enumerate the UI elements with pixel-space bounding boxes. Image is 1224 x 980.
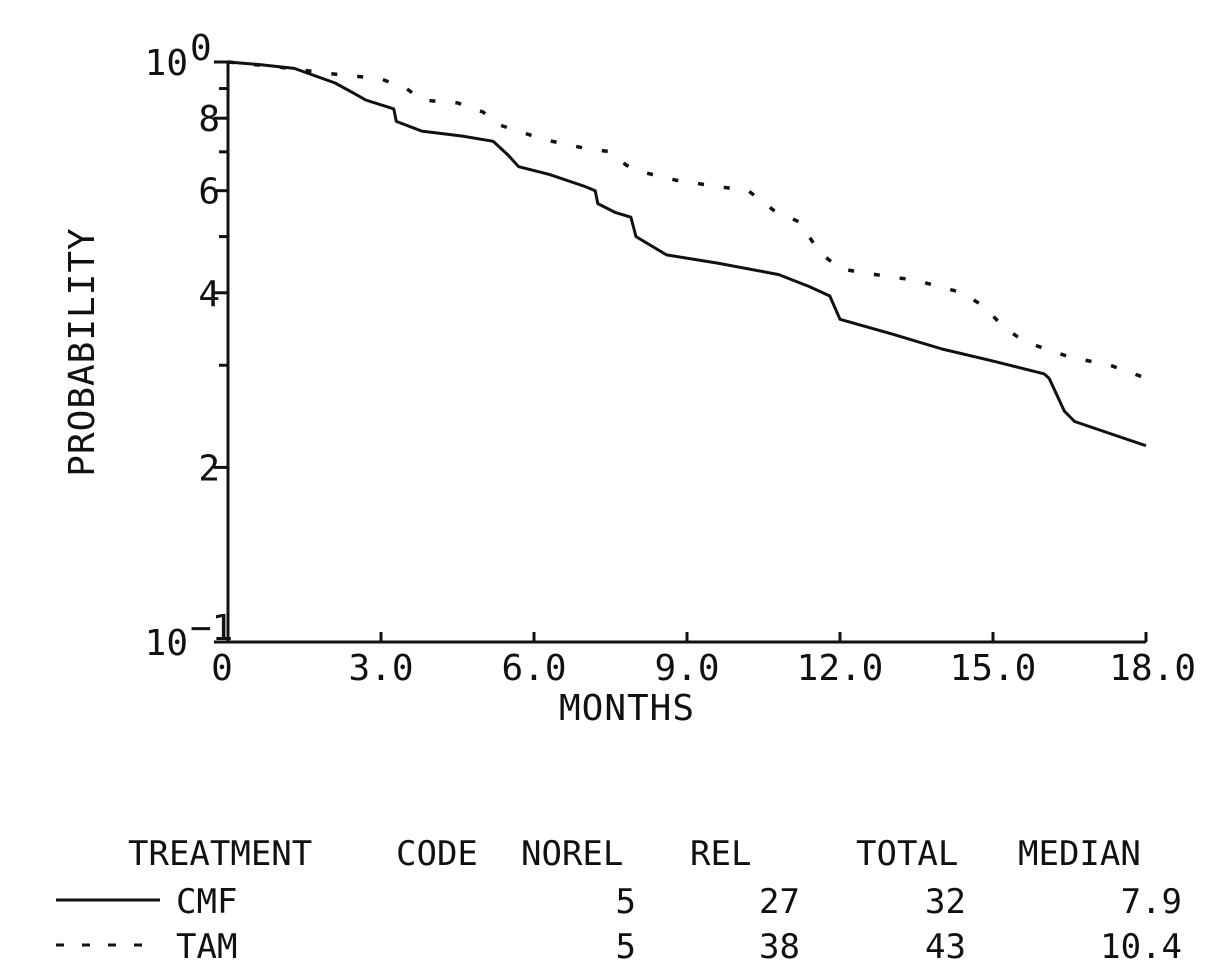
legend-header-norel: NOREL (521, 834, 623, 874)
x-ticks: 0 3.0 6.0 9.0 12.0 15.0 18.0 (211, 632, 1196, 689)
legend-code-cmf: CMF (176, 882, 237, 922)
y-tick-label-5: 10 (145, 623, 188, 664)
x-tick-label-4: 12.0 (797, 648, 884, 689)
series-layer (227, 60, 1147, 448)
legend-total-cmf: 32 (925, 882, 966, 922)
legend-header-rel: REL (690, 834, 751, 874)
series-line-tam (227, 60, 1147, 380)
legend-header-median: MEDIAN (1018, 834, 1141, 874)
legend-rel-tam: 38 (759, 927, 800, 967)
legend-table: TREATMENT CODE NOREL REL TOTAL MEDIAN CM… (56, 834, 1182, 967)
legend-header-treatment: TREATMENT (128, 834, 312, 874)
y-tick-label-1: 8 (198, 99, 220, 140)
x-tick-label-2: 6.0 (501, 648, 566, 689)
y-tick-exponent-5: −1 (190, 608, 233, 649)
x-tick-label-3: 9.0 (654, 648, 719, 689)
legend-header-code: CODE (396, 834, 478, 874)
legend-header-total: TOTAL (856, 834, 958, 874)
x-tick-label-6: 18.0 (1109, 648, 1196, 689)
y-tick-label-3: 4 (198, 274, 220, 315)
series-line-cmf (227, 60, 1147, 448)
legend-code-tam: TAM (176, 927, 237, 967)
legend-norel-cmf: 5 (616, 882, 636, 922)
y-axis-title: PROBABILITY (62, 227, 103, 476)
x-axis-title: MONTHS (559, 688, 695, 729)
legend-norel-tam: 5 (616, 927, 636, 967)
legend-total-tam: 43 (925, 927, 966, 967)
x-tick-label-1: 3.0 (348, 648, 413, 689)
y-tick-exponent-0: 0 (190, 28, 212, 69)
y-tick-label-0: 10 (145, 43, 188, 84)
legend-rel-cmf: 27 (759, 882, 800, 922)
x-tick-label-5: 15.0 (950, 648, 1037, 689)
y-tick-label-4: 2 (198, 448, 220, 489)
legend-median-tam: 10.4 (1100, 927, 1182, 967)
legend-median-cmf: 7.9 (1121, 882, 1182, 922)
y-tick-label-2: 6 (198, 172, 220, 213)
x-tick-label-0: 0 (211, 648, 233, 689)
chart-axes (226, 62, 1146, 644)
